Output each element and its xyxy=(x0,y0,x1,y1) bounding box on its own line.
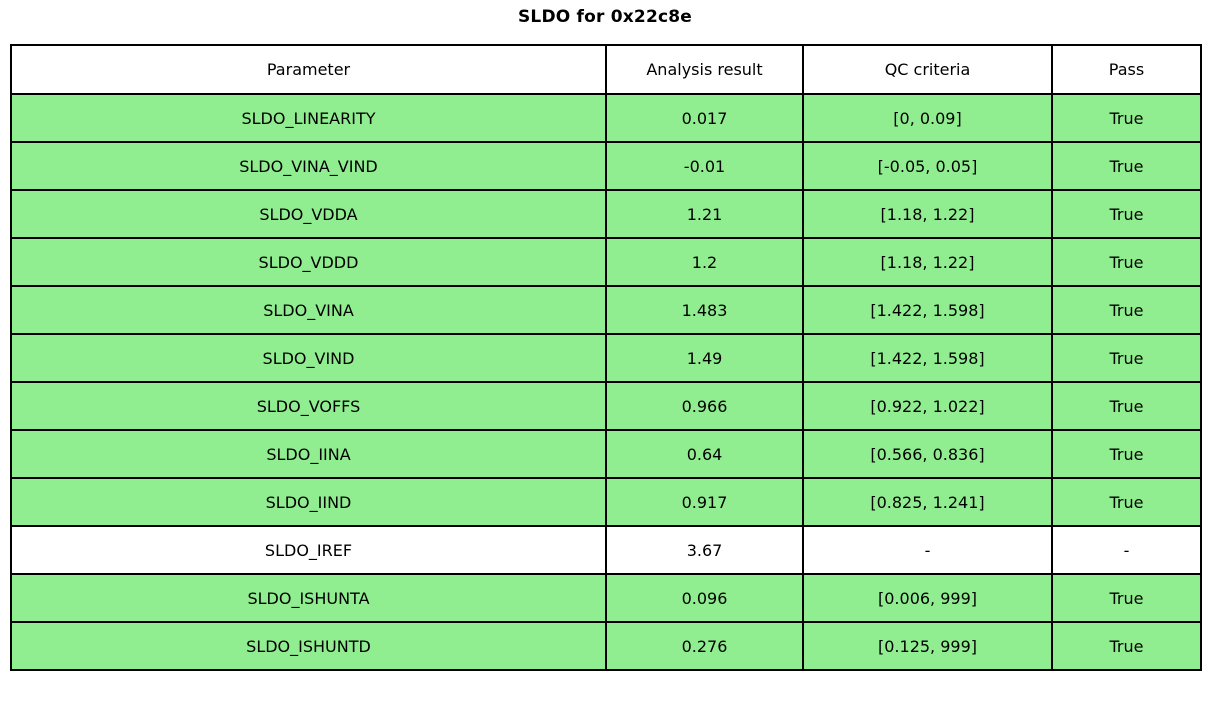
header-qc-criteria: QC criteria xyxy=(802,44,1053,95)
table-row: SLDO_VINA 1.483 [1.422, 1.598] True xyxy=(10,285,1202,335)
cell-qc-criteria: [0.825, 1.241] xyxy=(802,477,1053,527)
cell-parameter: SLDO_VOFFS xyxy=(10,381,607,431)
table-row: SLDO_ISHUNTA 0.096 [0.006, 999] True xyxy=(10,573,1202,623)
cell-qc-criteria: [0.125, 999] xyxy=(802,621,1053,671)
cell-parameter: SLDO_IREF xyxy=(10,525,607,575)
cell-pass: True xyxy=(1051,141,1202,191)
cell-pass: - xyxy=(1051,525,1202,575)
cell-parameter: SLDO_IIND xyxy=(10,477,607,527)
cell-qc-criteria: [0.566, 0.836] xyxy=(802,429,1053,479)
cell-parameter: SLDO_VINA xyxy=(10,285,607,335)
table-row: SLDO_VOFFS 0.966 [0.922, 1.022] True xyxy=(10,381,1202,431)
table-body: SLDO_LINEARITY 0.017 [0, 0.09] True SLDO_VIN… xyxy=(10,93,1202,671)
table-row: SLDO_LINEARITY 0.017 [0, 0.09] True xyxy=(10,93,1202,143)
cell-analysis-result: 1.483 xyxy=(605,285,804,335)
cell-qc-criteria: [1.422, 1.598] xyxy=(802,333,1053,383)
cell-pass: True xyxy=(1051,189,1202,239)
qc-results-table: Parameter Analysis result QC criteria Pa… xyxy=(10,44,1202,671)
table-row: SLDO_VIND 1.49 [1.422, 1.598] True xyxy=(10,333,1202,383)
cell-parameter: SLDO_ISHUNTD xyxy=(10,621,607,671)
cell-analysis-result: 0.096 xyxy=(605,573,804,623)
cell-pass: True xyxy=(1051,381,1202,431)
cell-qc-criteria: [1.422, 1.598] xyxy=(802,285,1053,335)
table-row: SLDO_VDDA 1.21 [1.18, 1.22] True xyxy=(10,189,1202,239)
cell-analysis-result: 0.017 xyxy=(605,93,804,143)
table-row: SLDO_IINA 0.64 [0.566, 0.836] True xyxy=(10,429,1202,479)
cell-qc-criteria: [1.18, 1.22] xyxy=(802,237,1053,287)
cell-pass: True xyxy=(1051,477,1202,527)
cell-pass: True xyxy=(1051,573,1202,623)
cell-analysis-result: 1.49 xyxy=(605,333,804,383)
cell-pass: True xyxy=(1051,285,1202,335)
table-header: Parameter Analysis result QC criteria Pa… xyxy=(10,44,1202,95)
header-analysis-result: Analysis result xyxy=(605,44,804,95)
cell-parameter: SLDO_VIND xyxy=(10,333,607,383)
cell-pass: True xyxy=(1051,621,1202,671)
cell-analysis-result: 0.966 xyxy=(605,381,804,431)
cell-qc-criteria: [1.18, 1.22] xyxy=(802,189,1053,239)
cell-parameter: SLDO_VINA_VIND xyxy=(10,141,607,191)
table-row: SLDO_VINA_VIND -0.01 [-0.05, 0.05] True xyxy=(10,141,1202,191)
cell-analysis-result: -0.01 xyxy=(605,141,804,191)
cell-analysis-result: 0.917 xyxy=(605,477,804,527)
cell-analysis-result: 0.64 xyxy=(605,429,804,479)
header-pass: Pass xyxy=(1051,44,1202,95)
cell-parameter: SLDO_VDDD xyxy=(10,237,607,287)
cell-analysis-result: 1.2 xyxy=(605,237,804,287)
cell-parameter: SLDO_ISHUNTA xyxy=(10,573,607,623)
table-row: SLDO_IREF 3.67- - xyxy=(10,525,1202,575)
table-row: SLDO_VDDD 1.2 [1.18, 1.22] True xyxy=(10,237,1202,287)
cell-analysis-result: 1.21 xyxy=(605,189,804,239)
cell-qc-criteria: [0.006, 999] xyxy=(802,573,1053,623)
cell-qc-criteria: [0, 0.09] xyxy=(802,93,1053,143)
cell-qc-criteria: [0.922, 1.022] xyxy=(802,381,1053,431)
cell-parameter: SLDO_VDDA xyxy=(10,189,607,239)
cell-pass: True xyxy=(1051,237,1202,287)
cell-qc-criteria: [-0.05, 0.05] xyxy=(802,141,1053,191)
cell-pass: True xyxy=(1051,333,1202,383)
cell-qc-criteria: - xyxy=(802,525,1053,575)
header-parameter: Parameter xyxy=(10,44,607,95)
cell-parameter: SLDO_IINA xyxy=(10,429,607,479)
cell-parameter: SLDO_LINEARITY xyxy=(10,93,607,143)
table-row: SLDO_IIND 0.917 [0.825, 1.241] True xyxy=(10,477,1202,527)
cell-pass: True xyxy=(1051,93,1202,143)
header-row: Parameter Analysis result QC criteria Pa… xyxy=(10,44,1202,95)
table-row: SLDO_ISHUNTD 0.276 [0.125, 999] True xyxy=(10,621,1202,671)
cell-analysis-result: 3.67 xyxy=(605,525,804,575)
page-title: SLDO for 0x22c8e xyxy=(517,7,693,27)
cell-pass: True xyxy=(1051,429,1202,479)
cell-analysis-result: 0.276 xyxy=(605,621,804,671)
